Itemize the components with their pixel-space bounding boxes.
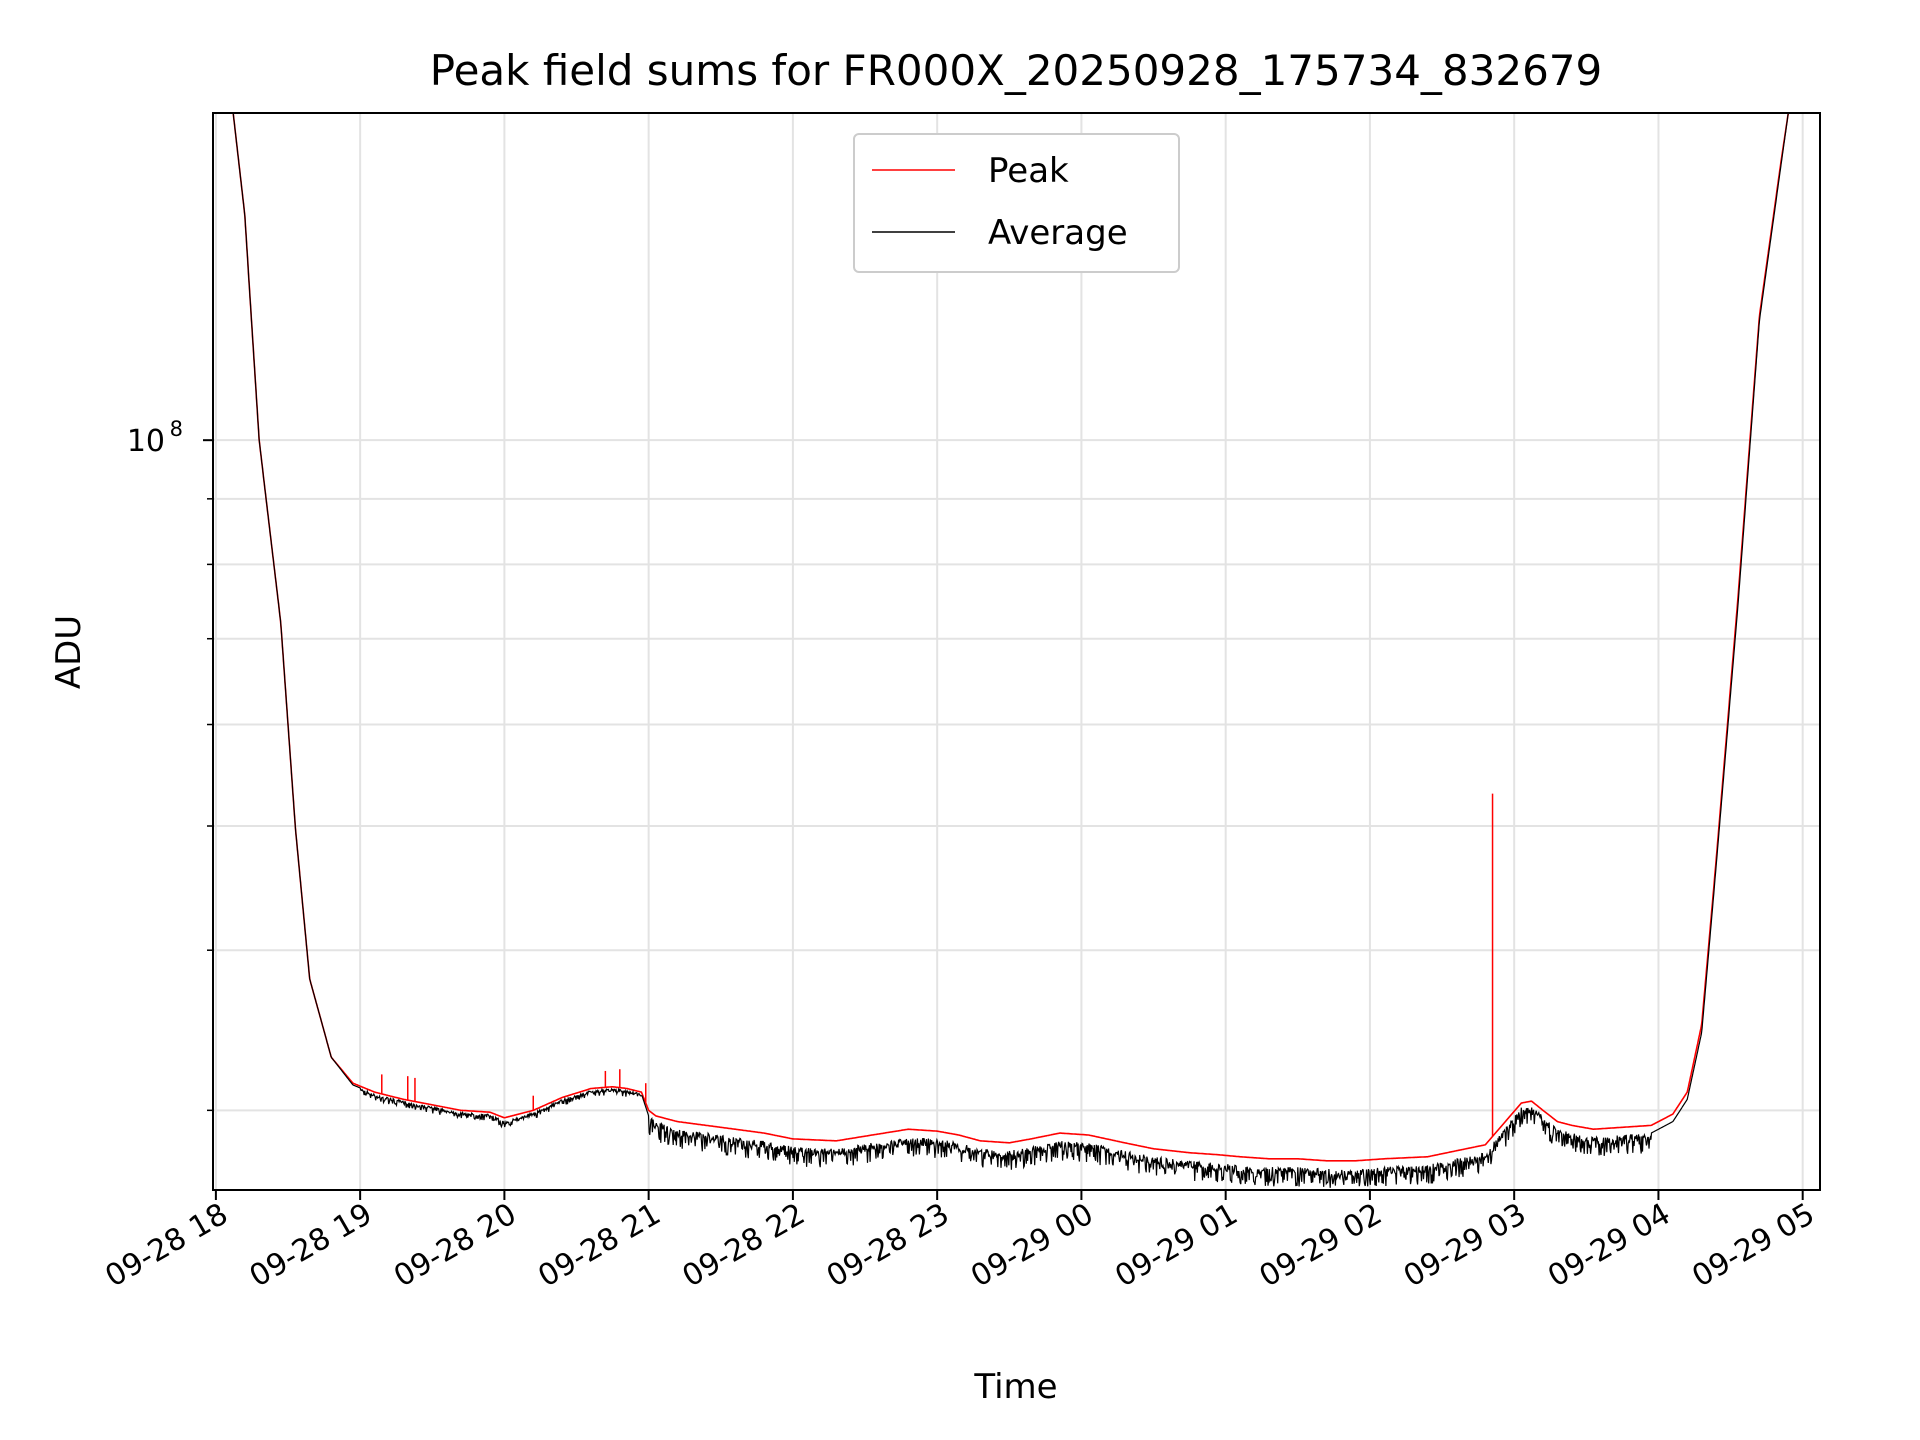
legend-label-average: Average bbox=[988, 213, 1128, 253]
x-tick-label: 09-28 22 bbox=[677, 1197, 811, 1295]
x-tick-label: 09-29 04 bbox=[1542, 1197, 1676, 1295]
x-axis-title: Time bbox=[973, 1367, 1057, 1407]
x-tick-label: 09-28 18 bbox=[100, 1197, 234, 1295]
data-layer bbox=[232, 113, 1790, 1188]
x-tick-label: 09-29 01 bbox=[1109, 1197, 1243, 1295]
x-tick-label: 09-28 19 bbox=[244, 1197, 378, 1295]
x-tick-label: 09-29 05 bbox=[1686, 1197, 1820, 1295]
x-tick-label: 09-29 00 bbox=[965, 1197, 1099, 1295]
y-tick-label-exponent: 8 bbox=[170, 417, 183, 441]
x-tick-label: 09-29 02 bbox=[1254, 1197, 1388, 1295]
legend: Peak Average bbox=[853, 133, 1180, 273]
y-tick-label: 10 bbox=[127, 424, 165, 459]
x-tick-label: 09-28 21 bbox=[532, 1197, 666, 1295]
legend-label-peak: Peak bbox=[988, 151, 1069, 191]
legend-box bbox=[853, 133, 1180, 273]
x-tick-label: 09-28 23 bbox=[821, 1197, 955, 1295]
x-tick-label: 09-28 20 bbox=[388, 1197, 522, 1295]
grid-layer bbox=[213, 113, 1820, 1190]
x-tick-label: 09-29 03 bbox=[1398, 1197, 1532, 1295]
y-axis-title: ADU bbox=[49, 615, 89, 689]
y-tick-label-base: 10 bbox=[127, 424, 165, 459]
chart-title: Peak field sums for FR000X_20250928_1757… bbox=[430, 46, 1603, 95]
tick-layer: 09-28 18 09-28 19 09-28 20 09-28 21 09-28 22… bbox=[100, 417, 1821, 1294]
series-line-peak bbox=[232, 113, 1790, 1162]
series-line-average bbox=[232, 113, 1789, 1188]
plot-frame bbox=[212, 112, 1821, 1191]
